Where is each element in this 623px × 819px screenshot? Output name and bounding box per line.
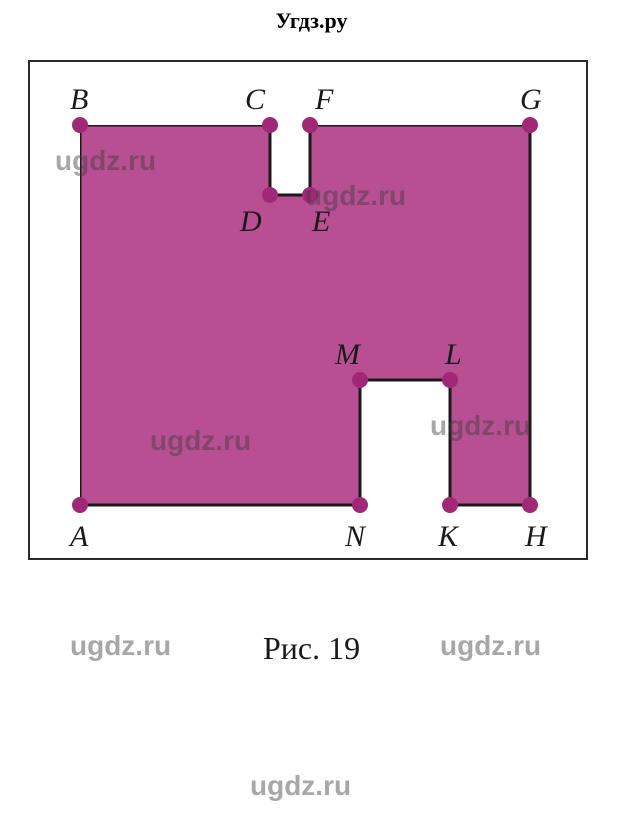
vertex-dot-d bbox=[262, 187, 278, 203]
watermark-5: ugdz.ru bbox=[440, 630, 541, 662]
vertex-dot-f bbox=[302, 117, 318, 133]
vertex-dot-g bbox=[522, 117, 538, 133]
vertex-dot-l bbox=[442, 372, 458, 388]
vertex-dot-a bbox=[72, 497, 88, 513]
vertex-label-b: B bbox=[70, 83, 88, 117]
watermark-1: ugdz.ru bbox=[305, 180, 406, 212]
watermark-2: ugdz.ru bbox=[150, 425, 251, 457]
vertex-dot-b bbox=[72, 117, 88, 133]
figure-caption: Рис. 19 bbox=[263, 630, 360, 667]
vertex-label-l: L bbox=[445, 338, 462, 372]
vertex-label-c: C bbox=[245, 83, 265, 117]
vertex-label-h: H bbox=[525, 520, 547, 554]
vertex-label-d: D bbox=[240, 205, 262, 239]
watermark-4: ugdz.ru bbox=[70, 630, 171, 662]
vertex-dot-k bbox=[442, 497, 458, 513]
vertex-label-a: A bbox=[70, 520, 88, 554]
watermark-6: ugdz.ru bbox=[250, 770, 351, 802]
vertex-dot-h bbox=[522, 497, 538, 513]
vertex-label-g: G bbox=[520, 83, 542, 117]
watermark-0: ugdz.ru bbox=[55, 145, 156, 177]
vertex-dot-m bbox=[352, 372, 368, 388]
vertex-label-n: N bbox=[345, 520, 365, 554]
vertex-label-f: F bbox=[315, 83, 333, 117]
vertex-dot-n bbox=[352, 497, 368, 513]
watermark-3: ugdz.ru bbox=[430, 410, 531, 442]
vertex-label-m: M bbox=[335, 338, 360, 372]
page-header: Угдз.ру bbox=[276, 8, 348, 34]
vertex-label-k: K bbox=[438, 520, 458, 554]
vertex-dot-c bbox=[262, 117, 278, 133]
